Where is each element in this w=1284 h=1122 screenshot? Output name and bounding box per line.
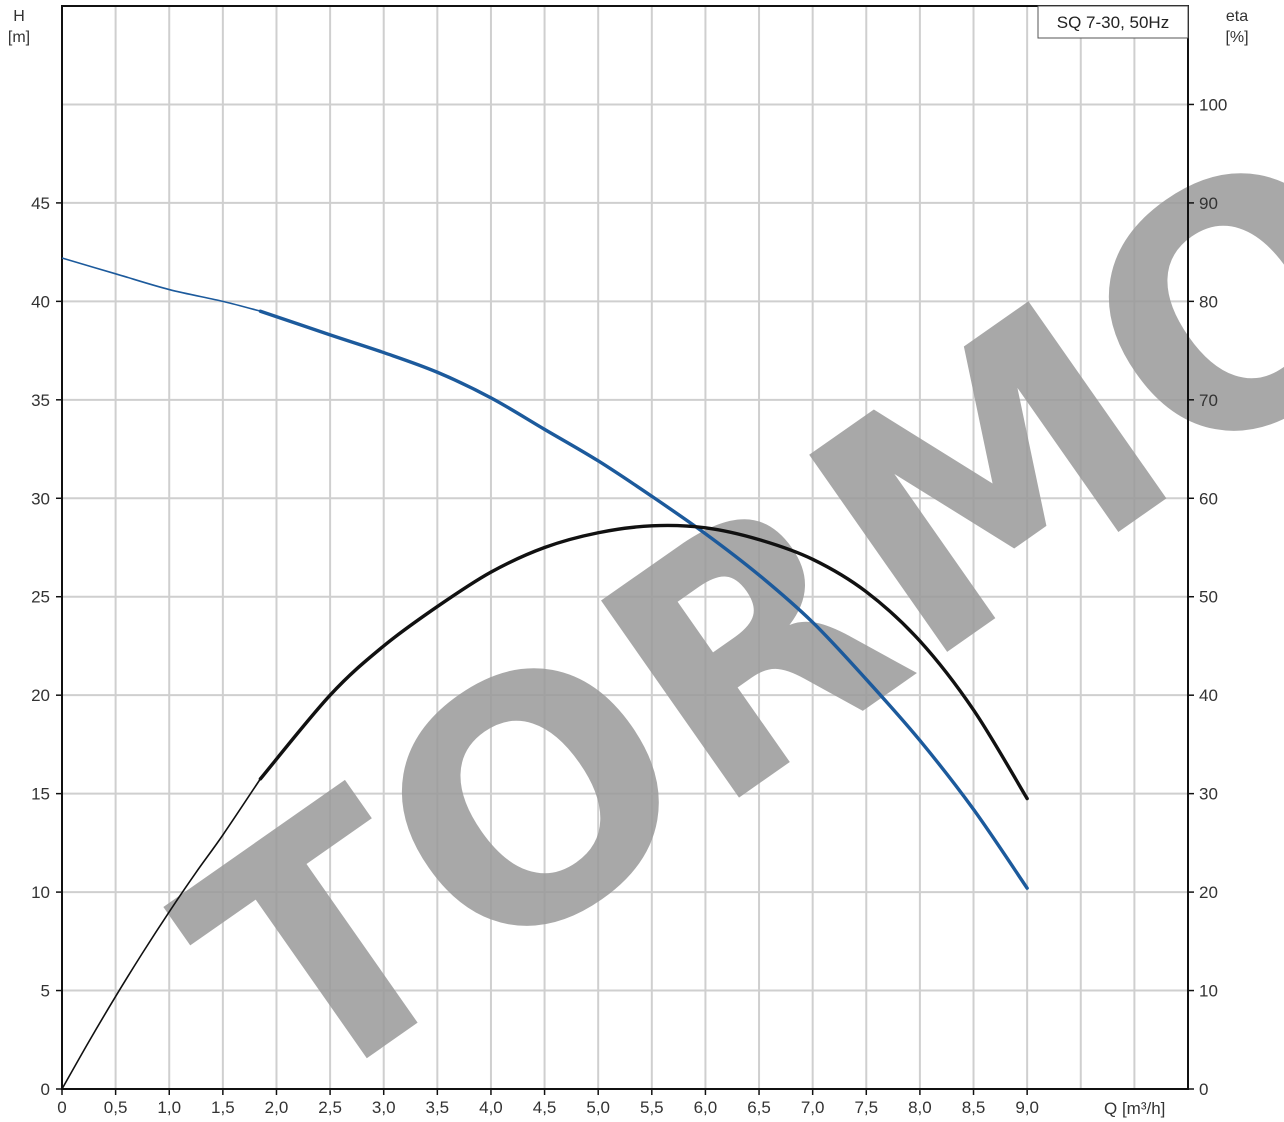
chart-title: SQ 7-30, 50Hz: [1057, 13, 1169, 32]
x-tick-label: 8,5: [962, 1098, 986, 1117]
plot-frame: [61, 5, 1189, 1090]
x-tick-label: 6,5: [747, 1098, 771, 1117]
head-curve: [258, 309, 1029, 890]
x-tick-label: 5,0: [586, 1098, 610, 1117]
plot-border: [61, 5, 1189, 1090]
left-axis-unit: [m]: [8, 29, 30, 46]
efficiency-curve-extrapolated: [61, 778, 262, 1090]
left-axis-label: H: [13, 8, 25, 25]
left-tick-label: 20: [31, 686, 50, 705]
left-tick-label: 10: [31, 883, 50, 902]
x-tick-label: 3,0: [372, 1098, 396, 1117]
right-tick-label: 0: [1199, 1080, 1208, 1099]
x-tick-label: 3,5: [426, 1098, 450, 1117]
series-lines: [61, 257, 1029, 1090]
x-tick-label: 6,0: [694, 1098, 718, 1117]
x-axis-ticks: 0 0,5 1,0 1,5 2,0 2,5 3,0 3,5 4,0 4,5 5,0 5,5 6,0 6,5…: [57, 1089, 1039, 1117]
x-tick-label: 2,0: [265, 1098, 289, 1117]
x-axis-label: Q [m³/h]: [1104, 1099, 1165, 1118]
x-tick-label: 9,0: [1015, 1098, 1039, 1117]
x-tick-label: 1,5: [211, 1098, 235, 1117]
left-tick-label: 35: [31, 391, 50, 410]
right-tick-label: 50: [1199, 588, 1218, 607]
x-tick-label: 8,0: [908, 1098, 932, 1117]
right-tick-label: 70: [1199, 391, 1218, 410]
right-axis-unit: [%]: [1225, 29, 1248, 46]
left-tick-label: 5: [41, 982, 50, 1001]
right-tick-label: 80: [1199, 292, 1218, 311]
left-tick-label: 25: [31, 588, 50, 607]
left-tick-label: 40: [31, 292, 50, 311]
right-tick-label: 10: [1199, 982, 1218, 1001]
x-tick-label: 2,5: [318, 1098, 342, 1117]
right-axis-ticks: 0 10 20 30 40 50 60 70 80 90 100: [1188, 95, 1227, 1099]
right-tick-label: 60: [1199, 489, 1218, 508]
right-axis-label: eta: [1226, 8, 1248, 25]
right-tick-label: 40: [1199, 686, 1218, 705]
x-tick-label: 4,5: [533, 1098, 557, 1117]
x-tick-label: 1,0: [157, 1098, 181, 1117]
right-tick-label: 30: [1199, 785, 1218, 804]
x-tick-label: 5,5: [640, 1098, 664, 1117]
left-tick-label: 15: [31, 785, 50, 804]
watermark: TORMO: [124, 69, 1284, 1122]
x-tick-label: 7,5: [854, 1098, 878, 1117]
left-tick-label: 30: [31, 489, 50, 508]
right-tick-label: 90: [1199, 194, 1218, 213]
x-tick-label: 7,0: [801, 1098, 825, 1117]
x-tick-label: 0,5: [104, 1098, 128, 1117]
left-tick-label: 45: [31, 194, 50, 213]
left-axis-ticks: 0 5 10 15 20 25 30 35 40 45: [31, 194, 62, 1099]
left-tick-label: 0: [41, 1080, 50, 1099]
x-tick-label: 4,0: [479, 1098, 503, 1117]
x-tick-label: 0: [57, 1098, 66, 1117]
right-tick-label: 20: [1199, 883, 1218, 902]
svg-text:TORMO: TORMO: [124, 69, 1284, 1122]
legend-box: SQ 7-30, 50Hz: [1037, 5, 1189, 39]
head-curve-extrapolated: [61, 257, 261, 312]
right-tick-label: 100: [1199, 95, 1227, 114]
efficiency-curve: [258, 523, 1029, 801]
